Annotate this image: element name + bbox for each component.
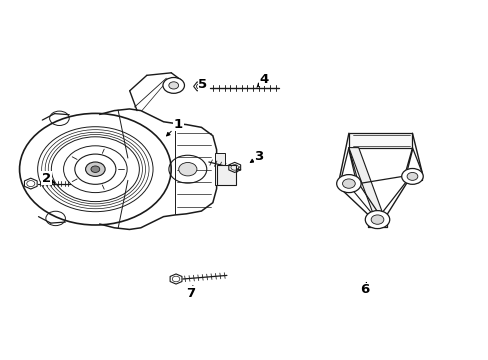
Text: 1: 1 — [166, 118, 183, 136]
Circle shape — [163, 77, 184, 93]
Circle shape — [336, 175, 361, 193]
Text: 3: 3 — [250, 150, 263, 163]
Text: 2: 2 — [42, 172, 54, 185]
Text: 5: 5 — [198, 78, 207, 91]
Circle shape — [370, 215, 383, 224]
Text: 4: 4 — [256, 73, 268, 87]
Circle shape — [85, 162, 105, 176]
Circle shape — [179, 162, 197, 176]
Text: 7: 7 — [186, 286, 195, 300]
Polygon shape — [348, 133, 412, 148]
Circle shape — [365, 211, 389, 229]
Circle shape — [406, 172, 417, 180]
Text: 6: 6 — [359, 282, 368, 296]
Circle shape — [401, 168, 423, 184]
Polygon shape — [348, 148, 382, 212]
Circle shape — [342, 179, 355, 188]
Circle shape — [91, 166, 100, 172]
Polygon shape — [404, 148, 412, 179]
Polygon shape — [348, 148, 357, 187]
Polygon shape — [215, 153, 224, 185]
Circle shape — [168, 82, 178, 89]
Polygon shape — [216, 165, 236, 184]
